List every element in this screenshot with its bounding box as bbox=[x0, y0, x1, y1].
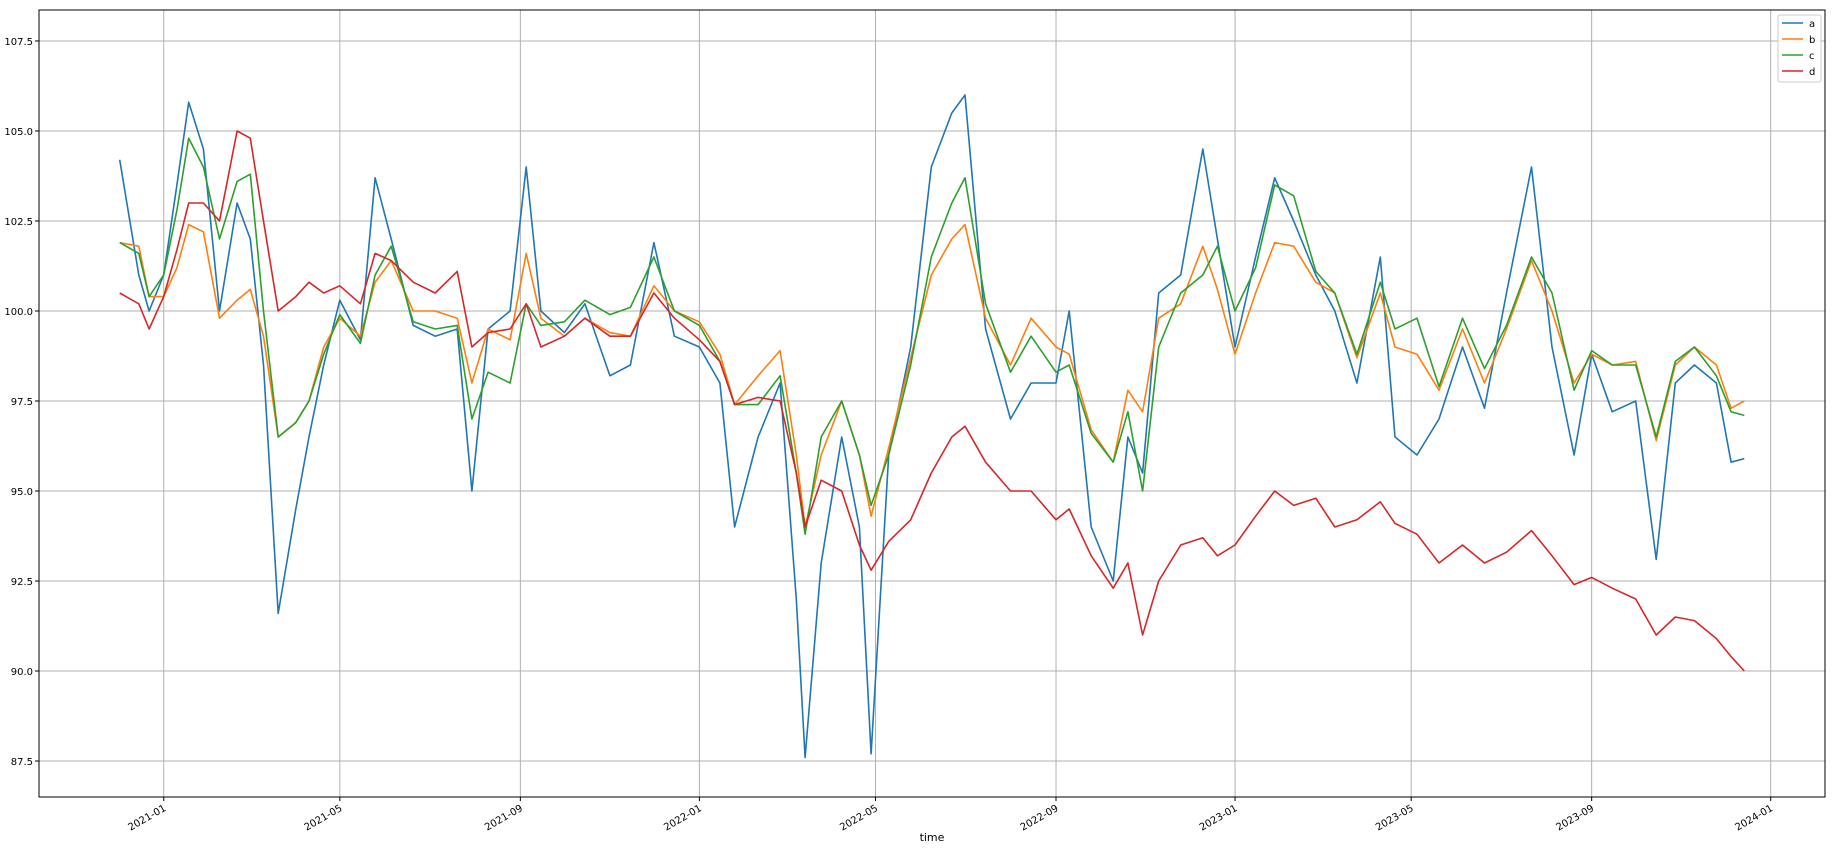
x-tick-label: 2021-05 bbox=[303, 803, 345, 833]
grid-lines bbox=[39, 10, 1825, 797]
series-line-d bbox=[119, 130, 1745, 672]
y-tick-label: 107.5 bbox=[4, 37, 33, 48]
legend-label-b: b bbox=[1809, 35, 1815, 46]
series-line-a bbox=[118, 94, 1745, 759]
legend-label-d: d bbox=[1809, 67, 1815, 78]
plot-frame bbox=[38, 9, 1826, 798]
y-tick-label: 92.5 bbox=[11, 577, 33, 588]
y-tick-label: 97.5 bbox=[11, 397, 33, 408]
y-tick-label: 87.5 bbox=[11, 757, 33, 768]
x-tick-label: 2022-09 bbox=[1019, 803, 1061, 833]
x-tick-label: 2022-05 bbox=[838, 803, 880, 833]
x-tick-label: 2024-01 bbox=[1734, 803, 1776, 833]
x-tick-label: 2021-09 bbox=[483, 803, 525, 833]
x-tick-label: 2023-01 bbox=[1198, 803, 1240, 833]
y-tick-label: 95.0 bbox=[11, 487, 33, 498]
y-axis: 87.5 90.0 92.5 95.0 97.5 100.0 102.5 105.0 107.5 bbox=[4, 37, 39, 768]
series-lines bbox=[118, 94, 1745, 759]
x-axis: 2021-01 2021-05 2021-09 2022-01 2022-05 2022-… bbox=[127, 797, 1776, 833]
x-tick-label: 2023-05 bbox=[1374, 803, 1416, 833]
legend-box bbox=[1777, 14, 1822, 83]
legend-label-c: c bbox=[1809, 51, 1815, 62]
y-tick-label: 105.0 bbox=[4, 127, 33, 138]
y-tick-label: 100.0 bbox=[4, 307, 33, 318]
x-tick-label: 2023-09 bbox=[1554, 803, 1596, 833]
legend-label-a: a bbox=[1809, 19, 1815, 30]
x-axis-label: time bbox=[920, 831, 945, 844]
y-tick-label: 102.5 bbox=[4, 217, 33, 228]
series-line-c bbox=[119, 137, 1745, 536]
x-tick-label: 2021-01 bbox=[127, 803, 169, 833]
y-tick-label: 90.0 bbox=[11, 667, 33, 678]
x-tick-label: 2022-01 bbox=[662, 803, 704, 833]
series-line-b bbox=[119, 223, 1745, 528]
